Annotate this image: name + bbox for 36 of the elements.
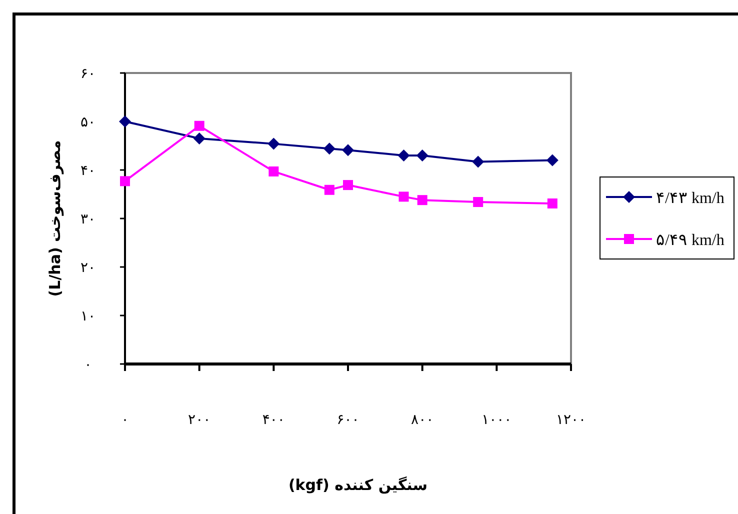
x-axis-title: سنگین کننده (kgf) <box>288 476 428 494</box>
point <box>323 142 336 155</box>
point <box>472 156 484 168</box>
point <box>343 180 353 190</box>
y-tick-label: ۴۰ <box>80 163 96 179</box>
y-tick-label: ۶۰ <box>80 66 96 82</box>
legend-label: ۴/۴۳ km/h <box>656 190 724 207</box>
point <box>546 154 558 166</box>
x-tick-label: ۱۰۰۰ <box>482 412 512 428</box>
point <box>547 198 558 208</box>
point <box>342 144 354 156</box>
y-tick-label: ۵۰ <box>80 114 96 130</box>
point <box>416 149 428 162</box>
y-axis-title: مصرف‌سوخت (L/ha) <box>46 140 64 297</box>
y-tick-label: ۰ <box>84 357 92 373</box>
y-tick-label: ۳۰ <box>80 212 96 228</box>
legend-label: ۵/۴۹ km/h <box>656 232 724 249</box>
point <box>193 132 206 144</box>
point <box>119 116 131 128</box>
point <box>324 184 334 195</box>
x-tick-label: ۱۲۰۰ <box>556 412 586 428</box>
y-tick-label: ۲۰ <box>80 260 96 276</box>
point <box>120 176 130 186</box>
point <box>473 197 484 208</box>
y-tick-label: ۱۰ <box>80 308 96 324</box>
x-tick-label: ۴۰۰ <box>262 412 285 428</box>
x-tick-label: ۶۰۰ <box>336 412 360 428</box>
point <box>417 195 428 206</box>
x-tick-label: ۰ <box>121 412 129 428</box>
point <box>268 138 280 150</box>
point <box>268 166 279 176</box>
point <box>398 192 409 202</box>
x-tick-label: ۲۰۰ <box>188 412 211 428</box>
point <box>398 149 410 162</box>
x-tick-label: ۸۰۰ <box>411 412 434 428</box>
point <box>194 120 204 131</box>
